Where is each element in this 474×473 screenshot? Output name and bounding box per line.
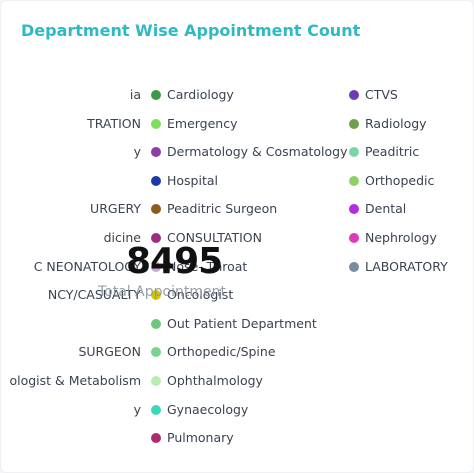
legend-item-clipped[interactable]: NCY/CASUALTY	[47, 287, 141, 302]
legend-label: Peaditric	[365, 144, 420, 159]
legend-item-clipped[interactable]: y	[133, 144, 141, 159]
legend-item[interactable]: Hospital	[151, 171, 218, 191]
legend-item-clipped[interactable]: SURGEON	[78, 344, 141, 359]
legend-item[interactable]: Nephrology	[349, 228, 437, 248]
legend-label: Peaditric Surgeon	[167, 201, 278, 216]
legend-dot-icon	[349, 232, 359, 243]
legend-dot-icon	[349, 203, 359, 214]
legend-label: CTVS	[365, 87, 398, 102]
total-count: 8495	[126, 241, 223, 282]
legend-item[interactable]: CONSULTATION	[151, 228, 262, 248]
legend-item[interactable]: Dental	[349, 199, 406, 219]
legend-label: Ophthalmology	[167, 373, 263, 388]
legend-dot-icon	[151, 232, 161, 243]
legend-label: Pulmonary	[167, 430, 234, 445]
legend-dot-icon	[151, 404, 161, 415]
legend-item-clipped[interactable]: ia	[129, 87, 141, 102]
legend-item[interactable]: Dermatology & Cosmatology	[151, 142, 348, 162]
legend-label: Dermatology & Cosmatology	[167, 144, 348, 159]
legend-item[interactable]: Out Patient Department	[151, 314, 317, 334]
legend-dot-icon	[349, 118, 359, 129]
legend-dot-icon	[151, 175, 161, 186]
legend-label: Radiology	[365, 116, 427, 131]
legend-label: Orthopedic/Spine	[167, 344, 276, 359]
legend-dot-icon	[151, 89, 161, 100]
legend-dot-icon	[349, 175, 359, 186]
legend-label: Out Patient Department	[167, 316, 317, 331]
legend-dot-icon	[349, 89, 359, 100]
legend-dot-icon	[151, 203, 161, 214]
legend-label: Oncologist	[167, 287, 234, 302]
legend-item-clipped[interactable]: C NEONATOLOGY	[33, 259, 141, 274]
legend-dot-icon	[151, 289, 161, 300]
legend-dot-icon	[151, 375, 161, 386]
legend-item[interactable]: Peaditric	[349, 142, 419, 162]
legend-dot-icon	[349, 146, 359, 157]
legend-item[interactable]: Oncologist	[151, 285, 233, 305]
legend-dot-icon	[151, 146, 161, 157]
legend-item[interactable]: Nose- Throat	[151, 257, 247, 277]
legend-item-clipped[interactable]: URGERY	[90, 201, 141, 216]
legend-item-clipped[interactable]: ologist & Metabolism	[9, 373, 141, 388]
legend-item[interactable]: CTVS	[349, 85, 398, 105]
legend-item[interactable]: Gynaecology	[151, 400, 248, 420]
legend-item[interactable]: Radiology	[349, 114, 427, 134]
legend-item-clipped[interactable]: dicine	[103, 230, 141, 245]
legend-item[interactable]: Pulmonary	[151, 428, 234, 448]
legend-label: Hospital	[167, 173, 219, 188]
legend-label: LABORATORY	[365, 259, 448, 274]
legend-item[interactable]: Ophthalmology	[151, 371, 263, 391]
legend-label: Dental	[365, 201, 407, 216]
legend-dot-icon	[151, 118, 161, 129]
legend-dot-icon	[349, 261, 359, 272]
legend-item[interactable]: Peaditric Surgeon	[151, 199, 277, 219]
legend-item-clipped[interactable]: y	[133, 402, 141, 417]
legend-dot-icon	[151, 261, 161, 272]
legend-item[interactable]: LABORATORY	[349, 257, 448, 277]
legend-item[interactable]: Orthopedic	[349, 171, 434, 191]
legend-label: Gynaecology	[167, 402, 249, 417]
card-title: Department Wise Appointment Count	[21, 21, 361, 40]
legend-item[interactable]: Orthopedic/Spine	[151, 342, 276, 362]
legend-item[interactable]: Cardiology	[151, 85, 234, 105]
legend-dot-icon	[151, 432, 161, 443]
legend-label: Emergency	[167, 116, 238, 131]
legend-label: Cardiology	[167, 87, 234, 102]
legend-label: Nephrology	[365, 230, 437, 245]
legend-dot-icon	[151, 346, 161, 357]
legend-left-clipped: ia TRATION y URGERY dicine C NEONATOLOGY NCY/C…	[1, 85, 141, 465]
total-label: Total Appointment	[98, 284, 226, 300]
legend-item-clipped[interactable]: TRATION	[87, 116, 141, 131]
legend-label: Nose- Throat	[167, 259, 248, 274]
legend-item[interactable]: Emergency	[151, 114, 238, 134]
legend-dot-icon	[151, 318, 161, 329]
legend-label: Orthopedic	[365, 173, 435, 188]
legend-label: CONSULTATION	[167, 230, 263, 245]
